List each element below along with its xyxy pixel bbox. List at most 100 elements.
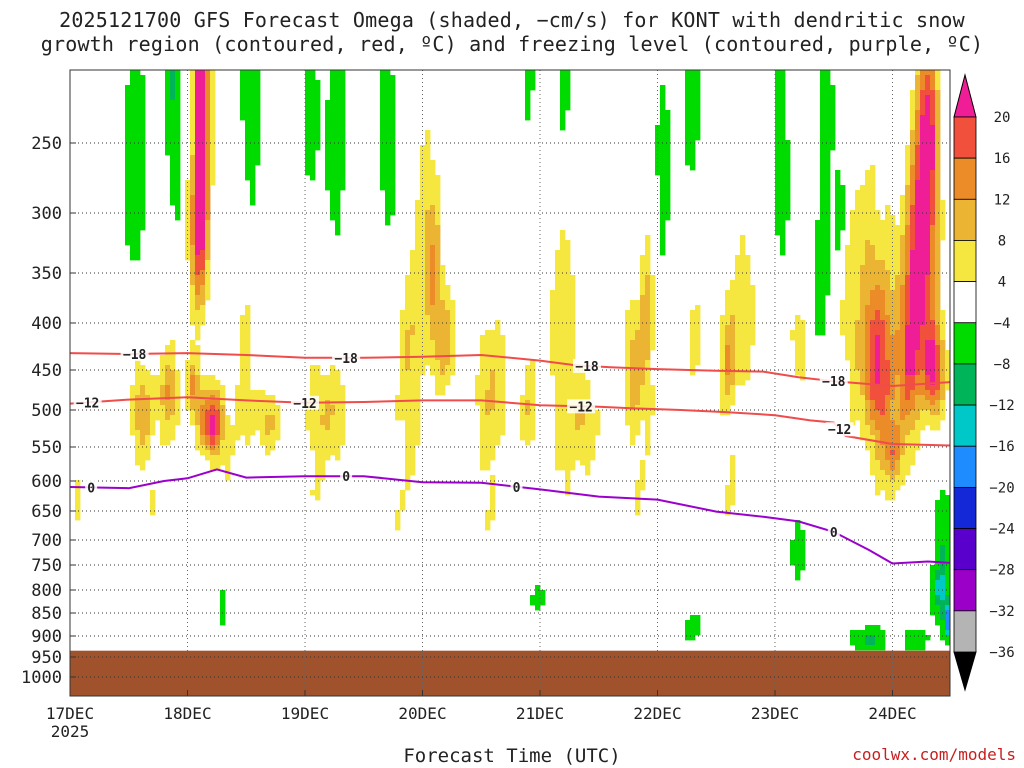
omega-cell xyxy=(200,260,206,266)
omega-cell xyxy=(930,400,936,406)
omega-cell xyxy=(335,215,341,221)
omega-cell xyxy=(910,390,916,396)
omega-cell xyxy=(630,345,636,351)
omega-cell xyxy=(165,425,171,431)
omega-cell xyxy=(820,260,826,266)
omega-cell xyxy=(830,120,836,126)
omega-cell xyxy=(135,400,141,406)
omega-cell xyxy=(415,215,421,221)
omega-cell xyxy=(935,230,941,236)
omega-cell xyxy=(405,380,411,386)
omega-cell xyxy=(830,110,836,116)
omega-cell xyxy=(645,265,651,271)
contour-label: 0 xyxy=(87,481,95,496)
omega-cell xyxy=(250,180,256,186)
omega-cell xyxy=(870,350,876,356)
omega-cell xyxy=(565,260,571,266)
omega-cell xyxy=(560,235,566,241)
omega-cell xyxy=(125,230,131,236)
omega-cell xyxy=(405,390,411,396)
omega-cell xyxy=(685,625,691,631)
omega-cell xyxy=(200,445,206,451)
omega-cell xyxy=(535,600,541,606)
omega-cell xyxy=(920,205,926,211)
omega-cell xyxy=(920,425,926,431)
below-ground-area xyxy=(70,650,950,696)
omega-cell xyxy=(255,150,261,156)
omega-cell xyxy=(190,380,196,386)
omega-cell xyxy=(925,395,931,401)
omega-cell xyxy=(315,375,321,381)
omega-cell xyxy=(630,440,636,446)
omega-cell xyxy=(135,460,141,466)
omega-cell xyxy=(895,385,901,391)
omega-cell xyxy=(380,115,386,121)
omega-cell xyxy=(890,295,896,301)
omega-cell xyxy=(910,130,916,136)
omega-cell xyxy=(635,325,641,331)
omega-cell xyxy=(565,375,571,381)
omega-cell xyxy=(625,330,631,336)
omega-cell xyxy=(560,85,566,91)
omega-cell xyxy=(920,180,926,186)
omega-cell xyxy=(635,490,641,496)
omega-cell xyxy=(195,415,201,421)
omega-cell xyxy=(385,145,391,151)
credit-link[interactable]: coolwx.com/models xyxy=(852,745,1016,764)
contour-label: −18 xyxy=(822,375,846,390)
omega-cell xyxy=(890,375,896,381)
omega-cell xyxy=(205,205,211,211)
omega-cell xyxy=(900,460,906,466)
omega-cell xyxy=(420,150,426,156)
omega-cell xyxy=(850,290,856,296)
omega-cell xyxy=(245,395,251,401)
omega-cell xyxy=(305,160,311,166)
omega-cell xyxy=(435,195,441,201)
omega-cell xyxy=(415,425,421,431)
omega-cell xyxy=(405,485,411,491)
omega-cell xyxy=(530,405,536,411)
omega-cell xyxy=(745,280,751,286)
omega-cell xyxy=(210,380,216,386)
omega-cell xyxy=(380,85,386,91)
omega-cell xyxy=(390,210,396,216)
omega-cell xyxy=(440,280,446,286)
omega-cell xyxy=(665,140,671,146)
omega-cell xyxy=(215,430,221,436)
omega-cell xyxy=(925,90,931,96)
omega-cell xyxy=(535,585,541,591)
omega-cell xyxy=(190,215,196,221)
omega-cell xyxy=(140,410,146,416)
omega-cell xyxy=(195,85,201,91)
omega-cell xyxy=(410,430,416,436)
omega-cell xyxy=(870,280,876,286)
omega-cell xyxy=(130,145,136,151)
omega-cell xyxy=(860,225,866,231)
omega-cell xyxy=(635,360,641,366)
omega-cell xyxy=(860,190,866,196)
omega-cell xyxy=(910,220,916,226)
omega-cell xyxy=(445,300,451,306)
omega-cell xyxy=(435,285,441,291)
omega-cell xyxy=(895,365,901,371)
omega-cell xyxy=(825,130,831,136)
omega-cell xyxy=(435,365,441,371)
omega-cell xyxy=(795,365,801,371)
omega-cell xyxy=(915,80,921,86)
omega-cell xyxy=(625,360,631,366)
omega-cell xyxy=(665,130,671,136)
omega-cell xyxy=(645,365,651,371)
omega-cell xyxy=(170,420,176,426)
omega-cell xyxy=(250,185,256,191)
omega-cell xyxy=(400,375,406,381)
omega-cell xyxy=(220,425,226,431)
omega-cell xyxy=(625,310,631,316)
omega-cell xyxy=(920,265,926,271)
omega-cell xyxy=(740,280,746,286)
omega-cell xyxy=(190,165,196,171)
omega-cell xyxy=(230,425,236,431)
omega-cell xyxy=(850,395,856,401)
omega-cell xyxy=(940,235,946,241)
omega-cell xyxy=(235,430,241,436)
omega-cell xyxy=(930,225,936,231)
